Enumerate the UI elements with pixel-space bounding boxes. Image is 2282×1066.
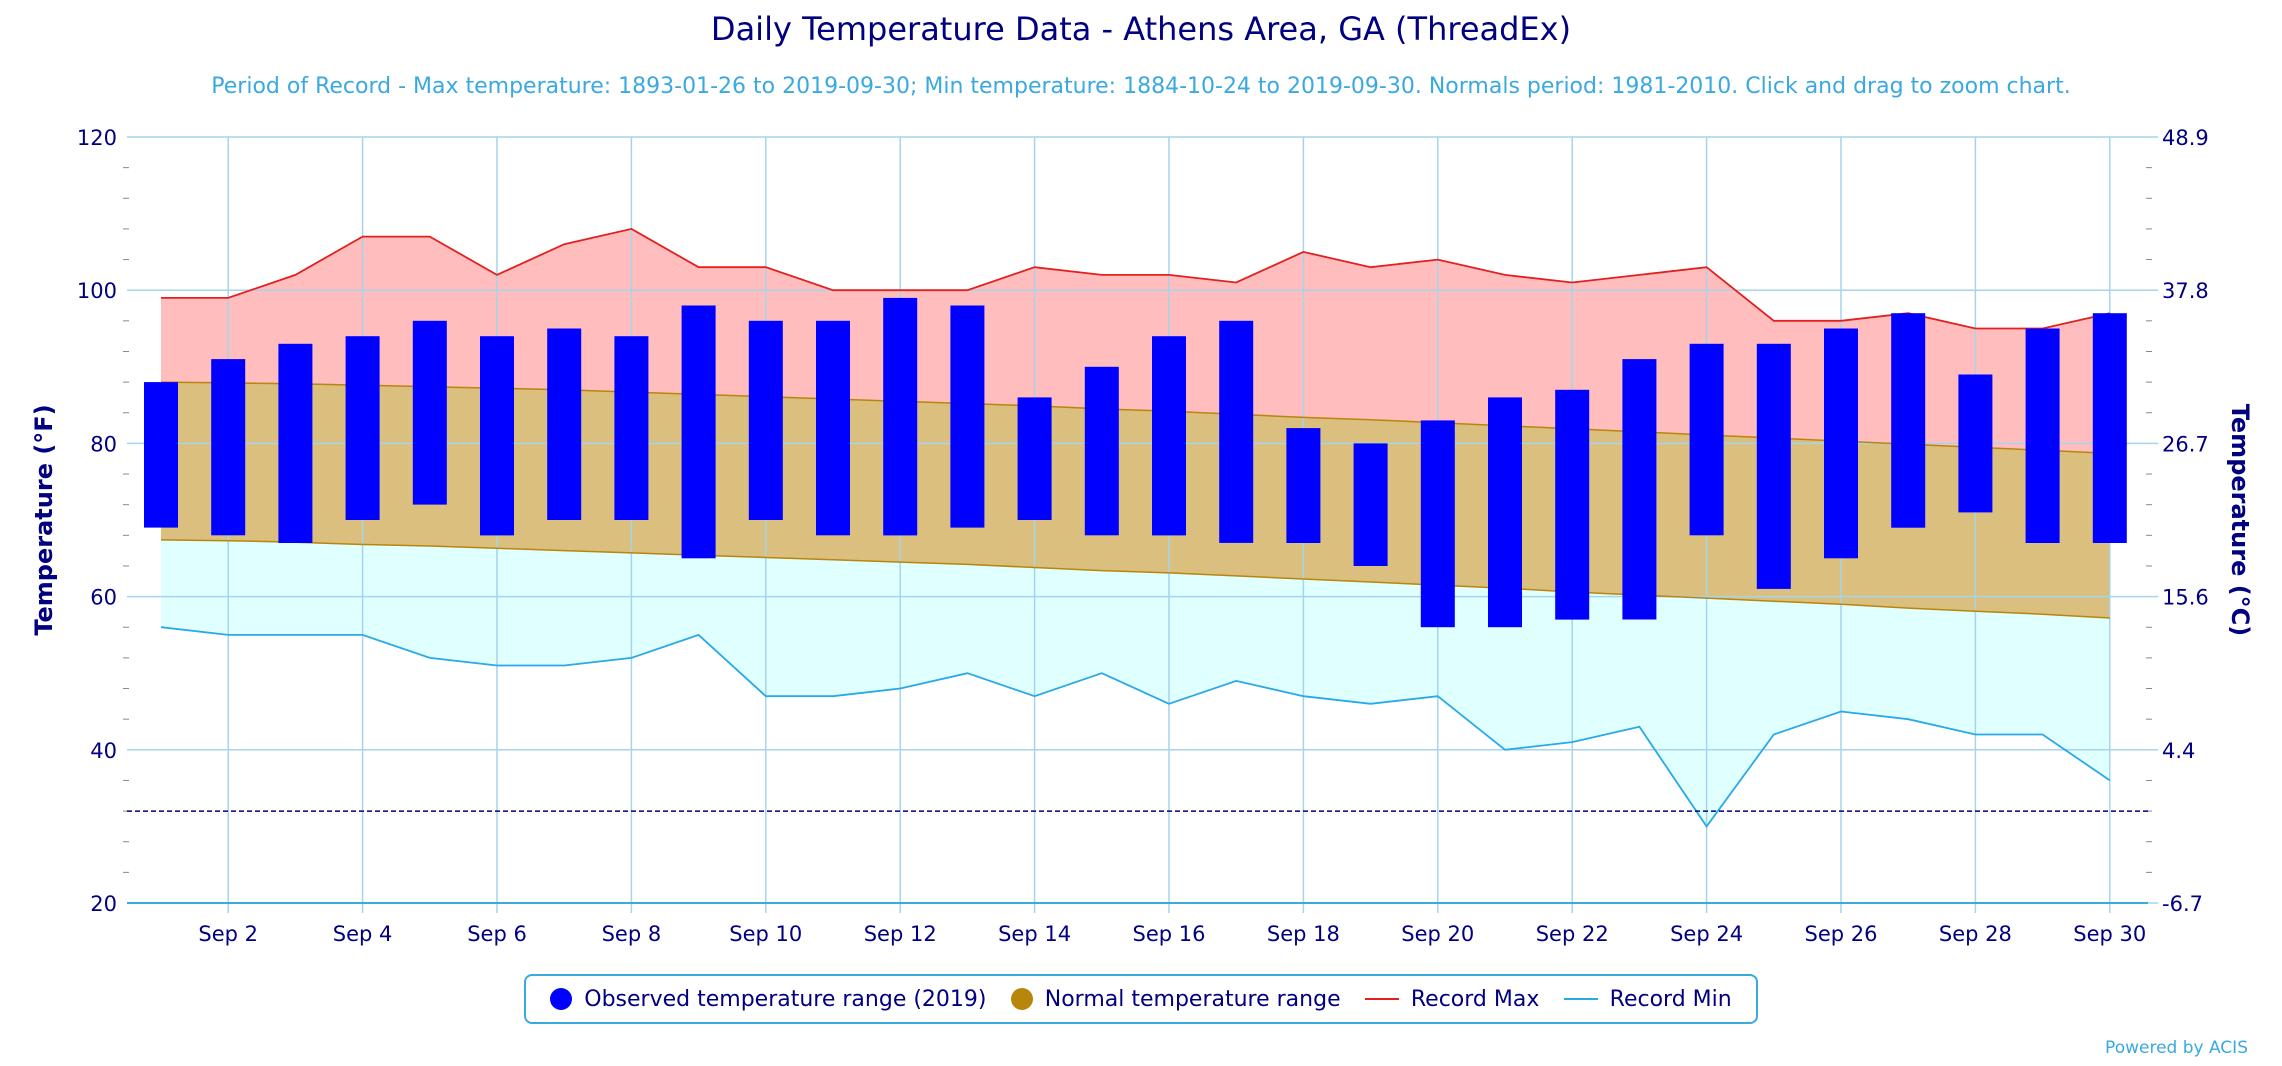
legend-label-normal: Normal temperature range [1044, 986, 1341, 1012]
legend-label-observed: Observed temperature range (2019) [584, 986, 987, 1012]
observed-bar [1622, 359, 1657, 620]
legend-symbol-record-min [1563, 998, 1598, 1000]
record-min-line [160, 626, 2111, 828]
legend-label-record-min: Record Min [1609, 986, 1732, 1012]
y-tick-label: 60 [90, 586, 117, 610]
y2-tick-label: -6.7 [2162, 892, 2203, 916]
observed-bar [816, 320, 850, 536]
observed-bar [2092, 313, 2127, 543]
x-tick-label: Sep 24 [1670, 922, 1743, 946]
observed-bar [345, 336, 380, 520]
chart-canvas: 20 -6.7 40 4.4 60 15.6 80 26.7 100 37.8 120 48.9 Sep… [30, 126, 2254, 946]
y-axis-title: Temperature (°F) [30, 404, 58, 635]
legend-symbol-normal [1010, 988, 1033, 1010]
x-tick-label: Sep 30 [2073, 922, 2146, 946]
legend-item-record-max[interactable]: Record Max [1364, 986, 1540, 1012]
observed-bar [1756, 343, 1791, 589]
y-tick-label: 20 [90, 892, 117, 916]
observed-bar [1152, 336, 1186, 536]
observed-bar [1555, 389, 1590, 620]
normal-low-line [160, 539, 2110, 619]
observed-bar [748, 320, 783, 520]
x-tick-label: Sep 4 [333, 922, 393, 946]
observed-bar [883, 297, 918, 536]
chart-subtitle: Period of Record - Max temperature: 1893… [211, 74, 2071, 99]
x-tick-label: Sep 6 [467, 922, 527, 946]
credits-link[interactable]: Powered by ACIS [2105, 1038, 2248, 1058]
chart-title: Daily Temperature Data - Athens Area, GA… [710, 10, 1572, 48]
legend-item-observed[interactable]: Observed temperature range (2019) [550, 986, 987, 1012]
observed-bar [1488, 397, 1522, 628]
observed-bar [1353, 443, 1388, 566]
y2-axis-title: Temperature (°C) [2226, 404, 2254, 637]
observed-bar [547, 328, 582, 520]
x-tick-label: Sep 14 [998, 922, 1071, 946]
observed-bar [1958, 374, 1993, 513]
y2-tick-label: 4.4 [2162, 739, 2195, 763]
record-max-line [161, 227, 2110, 330]
observed-bar [1689, 343, 1724, 536]
x-tick-label: Sep 20 [1401, 922, 1474, 946]
observed-bar [480, 336, 514, 536]
y-tick-label: 100 [77, 279, 117, 303]
observed-bar [681, 305, 716, 559]
observed-bar [1420, 420, 1455, 628]
legend-item-record-min[interactable]: Record Min [1563, 986, 1732, 1012]
x-tick-label: Sep 2 [198, 922, 258, 946]
observed-bar [2025, 328, 2060, 543]
x-tick-label: Sep 16 [1133, 922, 1206, 946]
y2-tick-label: 48.9 [2162, 126, 2209, 150]
legend-symbol-observed [550, 988, 573, 1010]
x-tick-label: Sep 10 [729, 922, 802, 946]
x-tick-label: Sep 22 [1536, 922, 1609, 946]
observed-bar [614, 336, 649, 520]
x-tick-label: Sep 12 [864, 922, 937, 946]
observed-bar [278, 343, 313, 543]
legend-item-normal[interactable]: Normal temperature range [1010, 986, 1341, 1012]
y2-tick-label: 26.7 [2162, 432, 2209, 456]
y-tick-label: 80 [90, 432, 117, 456]
x-tick-label: Sep 18 [1267, 922, 1340, 946]
observed-bar [1219, 320, 1254, 543]
observed-bar [211, 359, 246, 536]
observed-bar [144, 382, 178, 528]
observed-bar [1891, 313, 1926, 528]
x-tick-label: Sep 8 [602, 922, 662, 946]
x-tick-label: Sep 28 [1939, 922, 2012, 946]
observed-bar [950, 305, 985, 528]
x-tick-label: Sep 26 [1805, 922, 1878, 946]
y2-tick-label: 37.8 [2162, 279, 2209, 303]
legend-symbol-record-max [1364, 998, 1399, 1000]
observed-bar [1017, 397, 1052, 520]
observed-bar [1084, 366, 1119, 536]
legend-label-record-max: Record Max [1410, 986, 1540, 1012]
y2-tick-label: 15.6 [2162, 586, 2209, 610]
y-tick-label: 40 [90, 739, 117, 763]
observed-bar [1286, 428, 1321, 543]
observed-bar [1824, 328, 1858, 559]
observed-bar [412, 320, 447, 505]
y-tick-label: 120 [77, 126, 117, 150]
chart-legend: Observed temperature range (2019) Normal… [524, 974, 1758, 1024]
